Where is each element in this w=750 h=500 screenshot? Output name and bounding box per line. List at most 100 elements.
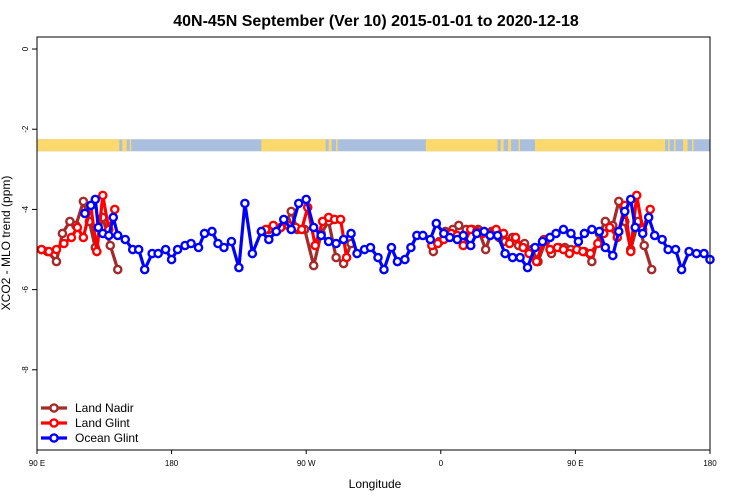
ocean-glint-point	[537, 236, 548, 247]
land-glint-point	[59, 238, 69, 249]
ocean-glint-point	[199, 228, 210, 239]
ocean-glint-point	[566, 228, 576, 239]
land-band-segment	[425, 139, 498, 152]
ocean-glint-point	[172, 244, 183, 255]
ocean-glint-point	[133, 244, 144, 255]
ocean-glint-point	[166, 254, 177, 265]
ocean-glint-point	[630, 222, 641, 233]
ocean-glint-point	[226, 236, 237, 247]
ocean-glint-line	[83, 197, 712, 272]
land-glint-point	[98, 190, 108, 201]
land-glint-point	[510, 232, 521, 243]
ocean-glint-point	[406, 242, 416, 253]
ocean-glint-point	[458, 230, 469, 241]
land-nadir-point	[308, 260, 319, 271]
ocean-glint-point	[530, 242, 540, 253]
land-band-segment	[261, 139, 326, 152]
y-tick-label: -2	[21, 125, 30, 133]
series-layer	[36, 190, 715, 275]
land-nadir-point	[57, 228, 68, 239]
land-glint-point	[78, 232, 89, 243]
land-nadir-point	[331, 252, 341, 263]
land-nadir-point	[639, 240, 649, 251]
ocean-glint-point	[444, 232, 455, 243]
land-nadir-point	[286, 206, 297, 217]
ocean-glint-point	[338, 234, 349, 245]
ocean-glint-point	[607, 250, 618, 261]
land-nadir-point	[51, 256, 62, 267]
ocean-glint-point	[316, 230, 326, 241]
land-nadir-point	[587, 256, 597, 267]
land-glint-point	[109, 204, 120, 215]
land-glint-point	[518, 242, 528, 253]
land-band-segment	[129, 139, 132, 152]
land-nadir-point	[453, 220, 464, 231]
ocean-glint-point	[278, 214, 289, 225]
land-band-segment	[122, 139, 127, 152]
land-band-segment	[500, 139, 504, 152]
ocean-glint-point	[579, 228, 590, 239]
x-tick-label: 0	[439, 459, 444, 468]
land-band-segment	[692, 139, 694, 152]
ocean-glint-point	[264, 234, 274, 245]
ocean-glint-point	[139, 264, 150, 275]
ocean-glint-point	[365, 242, 376, 253]
ocean-glint-point	[485, 230, 495, 241]
ocean-glint-point	[373, 252, 383, 263]
land-glint-point	[341, 252, 352, 263]
ocean-glint-point	[558, 224, 569, 235]
x-tick-label: 180	[165, 459, 179, 468]
land-glint-point	[604, 222, 615, 233]
legend-marker-land-glint	[49, 418, 59, 428]
ocean-glint-point	[153, 248, 163, 259]
land-glint-point	[578, 246, 588, 257]
land-glint-point	[92, 246, 102, 257]
land-band-segment	[668, 139, 670, 152]
ocean-glint-point	[600, 242, 611, 253]
legend-marker-ocean-glint	[49, 433, 59, 443]
ocean-glint-point	[386, 242, 397, 253]
plot-frame	[36, 36, 711, 451]
ocean-glint-point	[613, 226, 624, 237]
ocean-glint-point	[308, 222, 319, 233]
land-glint-point	[531, 256, 542, 267]
ocean-glint-point	[90, 194, 101, 205]
x-tick-label: 90 W	[297, 459, 316, 468]
y-tick-label: -4	[21, 205, 30, 213]
ocean-glint-point	[80, 208, 90, 219]
ocean-glint-point	[392, 256, 403, 267]
land-glint-point	[625, 246, 636, 257]
ocean-glint-point	[207, 226, 217, 237]
x-tick-label: 180	[703, 459, 717, 468]
ocean-glint-point	[331, 238, 341, 249]
ocean-glint-point	[323, 236, 334, 247]
land-nadir-point	[105, 240, 116, 251]
ocean-glint-point	[286, 224, 297, 235]
land-nadir-point	[480, 244, 491, 255]
land-glint-point	[296, 224, 307, 235]
ocean-glint-point	[594, 226, 605, 237]
land-glint-point	[36, 244, 47, 255]
ocean-glint-point	[247, 248, 258, 259]
ocean-glint-point	[160, 244, 171, 255]
land-glint-point	[458, 240, 469, 251]
land-band-segment	[328, 139, 332, 152]
ocean-glint-point	[256, 226, 267, 237]
land-glint-point	[645, 204, 655, 215]
land-glint-point	[504, 238, 515, 249]
ocean-glint-point	[431, 218, 442, 229]
land-glint-point	[545, 244, 555, 255]
ocean-glint-point	[271, 226, 282, 237]
land-band-segment	[674, 139, 676, 152]
ocean-glint-point	[587, 224, 597, 235]
ocean-glint-point	[515, 252, 525, 263]
ocean-glint-point	[186, 238, 196, 249]
ocean-glint-point	[684, 246, 694, 257]
legend-label-land-nadir: Land Nadir	[75, 401, 134, 415]
y-axis-label: XCO2 - MLO trend (ppm)	[0, 176, 13, 311]
land-nadir-point	[600, 216, 611, 227]
ocean-glint-point	[619, 206, 630, 217]
ocean-glint-point	[471, 228, 482, 239]
ocean-glint-point	[120, 234, 131, 245]
